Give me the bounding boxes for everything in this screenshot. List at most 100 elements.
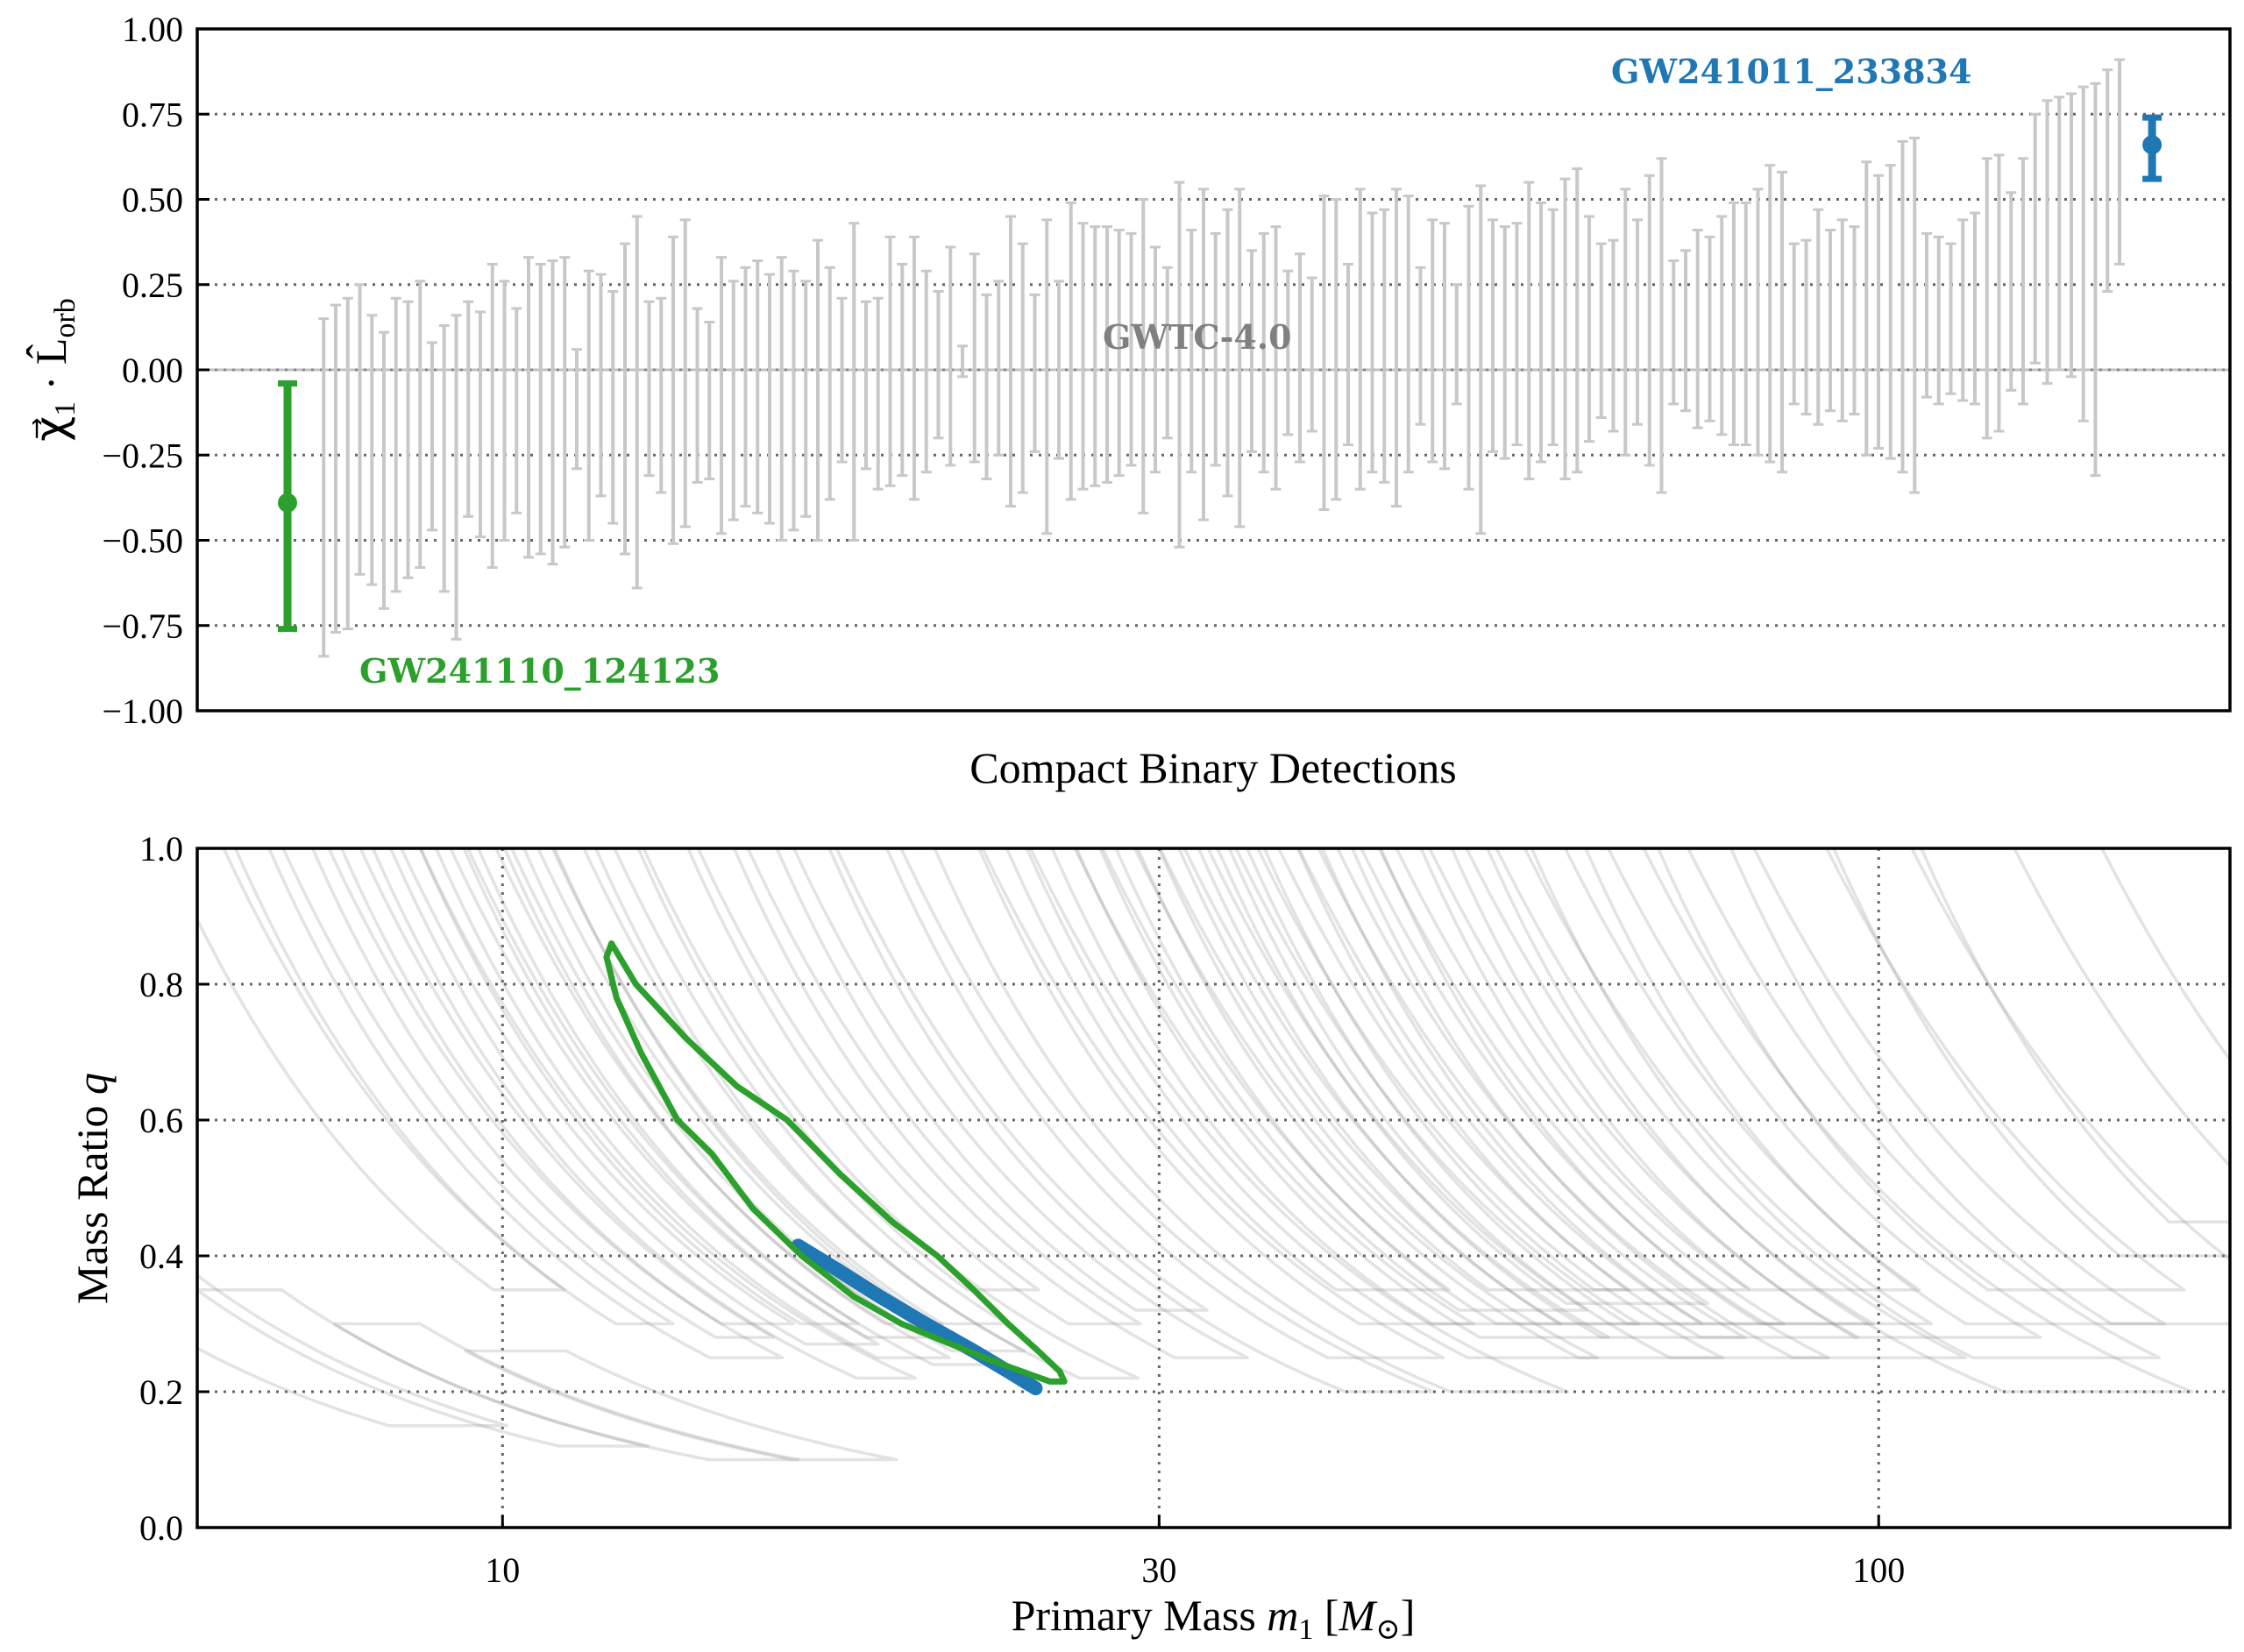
population-errorbar: [1620, 188, 1631, 457]
y-tick-label: 0.6: [139, 1101, 183, 1140]
y-tick-label: −0.50: [102, 521, 183, 561]
population-errorbar: [342, 296, 353, 631]
green-event-label: GW241110_124123: [359, 651, 720, 691]
population-errorbar: [1933, 235, 1944, 406]
y-tick-label: 0.8: [139, 965, 183, 1004]
blue-event-contour: [791, 1238, 1043, 1396]
population-errorbar: [1391, 188, 1402, 508]
population-errorbar: [849, 222, 860, 542]
population-errorbar: [1246, 249, 1257, 453]
y-tick-label: −1.00: [102, 691, 183, 731]
spin-panel: −1.00 −0.75 −0.50 −0.25 0.00 0.25 0.50 0.75 1.00…: [25, 10, 2232, 792]
population-errorbar: [2114, 58, 2125, 266]
population-errorbar: [1415, 266, 1426, 426]
population-errorbar: [909, 235, 920, 501]
x-tick-label: 100: [1852, 1550, 1905, 1590]
population-contour: [1350, 848, 1968, 1360]
population-contour: [267, 848, 785, 1360]
population-errorbar: [872, 296, 884, 491]
population-errorbar: [1536, 201, 1546, 464]
population-errorbar: [366, 314, 378, 586]
population-errorbar: [1005, 215, 1016, 508]
population-errorbar: [1017, 242, 1028, 494]
population-errorbar: [1909, 136, 1921, 494]
population-errorbar: [1668, 259, 1679, 406]
population-errorbar: [475, 310, 486, 539]
y-tick-label: 0.75: [122, 95, 183, 134]
population-errorbar: [583, 269, 594, 542]
y-tick-label: −0.25: [102, 436, 183, 475]
population-errorbar: [1270, 225, 1282, 491]
population-contour: [1216, 848, 1709, 1306]
population-errorbar: [607, 290, 619, 525]
population-errorbar: [1740, 201, 1751, 447]
population-errorbar: [1825, 229, 1836, 413]
population-errorbar: [1945, 242, 1956, 395]
population-errorbar: [2102, 68, 2113, 294]
population-contour: [464, 1349, 898, 1462]
population-contour: [1584, 848, 2166, 1326]
population-errorbar: [559, 256, 571, 549]
population-label: GWTC-4.0: [1103, 317, 1292, 357]
population-errorbar: [1488, 218, 1498, 453]
population-errorbar: [330, 303, 341, 635]
population-errorbar: [1379, 208, 1390, 484]
population-contour: [1530, 848, 2161, 1360]
population-errorbar: [402, 300, 414, 579]
population-contour: [434, 848, 952, 1360]
population-errorbar: [1234, 188, 1246, 528]
population-contour: [476, 848, 1007, 1366]
population-errorbar: [1608, 238, 1619, 433]
population-contour: [1227, 848, 1830, 1360]
population-errorbar: [861, 300, 871, 471]
population-contour: [1262, 848, 1750, 1292]
population-contour: [197, 1273, 509, 1428]
population-errorbar: [486, 262, 498, 570]
population-errorbar: [969, 252, 980, 464]
population-errorbar: [1295, 252, 1305, 464]
population-errorbar: [1029, 293, 1040, 453]
population-errorbar: [2006, 191, 2017, 392]
population-contour: [933, 848, 1569, 1393]
population-errorbar: [572, 348, 582, 471]
population-errorbar: [740, 266, 751, 508]
population-contour: [1075, 848, 1610, 1339]
population-errorbar: [716, 256, 727, 535]
population-errorbar: [1981, 157, 1992, 440]
population-errorbar: [415, 280, 426, 570]
population-contour: [1245, 848, 1786, 1326]
population-errorbar: [764, 273, 775, 525]
population-errorbar: [1174, 181, 1185, 549]
population-errorbar: [788, 269, 799, 532]
population-contour: [197, 848, 566, 1292]
population-errorbar: [1354, 188, 1366, 491]
population-errorbar: [884, 235, 896, 487]
population-errorbar: [1113, 229, 1125, 478]
population-errorbar: [451, 314, 462, 641]
population-contour: [233, 848, 675, 1326]
population-contour: [686, 848, 1142, 1326]
population-contour: [1114, 848, 1641, 1326]
population-errorbar: [1499, 225, 1510, 460]
population-errorbar: [1765, 164, 1776, 464]
population-contour: [1486, 848, 2194, 1393]
population-contour: [1450, 848, 2042, 1339]
population-contour: [310, 848, 776, 1339]
highlighted-errorbars: [278, 114, 2162, 633]
top-y-axis-label: χ⃗1 · L̂orb: [25, 298, 82, 441]
population-errorbar: [1523, 181, 1535, 480]
population-contour: [1136, 848, 1724, 1360]
population-errorbar: [2077, 85, 2089, 422]
y-tick-label: 0.50: [122, 181, 183, 220]
population-errorbar: [438, 323, 450, 593]
population-errorbar: [631, 215, 643, 590]
population-errorbar: [1559, 177, 1571, 480]
population-errorbar: [1716, 215, 1728, 436]
population-errorbar: [728, 280, 739, 521]
population-errorbar: [620, 242, 630, 556]
population-errorbar: [1367, 211, 1378, 474]
population-errorbar: [813, 238, 823, 542]
population-contour: [1832, 848, 2230, 1258]
population-errorbar: [1138, 198, 1149, 514]
